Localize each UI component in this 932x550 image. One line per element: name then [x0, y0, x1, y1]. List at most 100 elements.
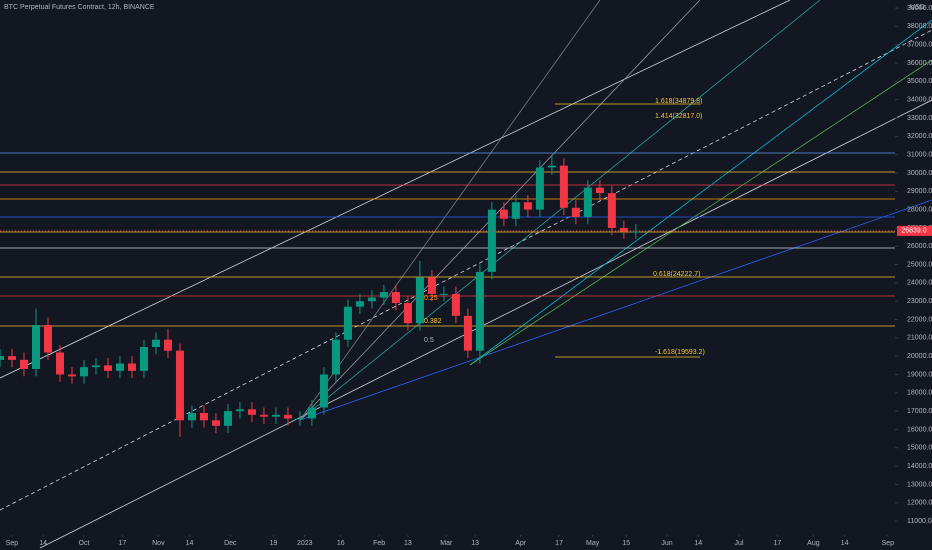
candle-body	[271, 414, 280, 417]
x-tick-label: Apr	[515, 540, 527, 547]
candle-body	[571, 207, 580, 217]
y-tick-label: 39000.0	[907, 5, 932, 12]
x-tick-label: 2023	[297, 540, 313, 547]
y-tick-label: 29000.0	[907, 188, 932, 195]
candle-body	[631, 231, 640, 233]
x-tick-label: Dec	[224, 540, 237, 547]
y-axis-label: USD	[910, 4, 925, 11]
candle-body	[547, 165, 556, 168]
candle-body	[223, 411, 232, 426]
candle-body	[307, 407, 316, 419]
y-tick-label: 19000.0	[907, 371, 932, 378]
y-tick-label: 37000.0	[907, 42, 932, 49]
candle-body	[403, 303, 412, 324]
candle-body	[67, 374, 76, 377]
x-tick-label: 16	[337, 540, 345, 547]
y-tick-label: 38000.0	[907, 23, 932, 30]
x-tick-label: 14	[841, 540, 849, 547]
candle-body	[163, 339, 172, 351]
candle-body	[115, 363, 124, 371]
last-price-label: 26839.0	[901, 228, 926, 235]
y-tick-label: 16000.0	[907, 426, 932, 433]
candle-body	[247, 409, 256, 415]
y-tick-label: 22000.0	[907, 316, 932, 323]
y-tick-label: 25000.0	[907, 261, 932, 268]
y-tick-label: 30000.0	[907, 170, 932, 177]
x-tick-label: 15	[622, 540, 630, 547]
candle-body	[511, 202, 520, 219]
candle-body	[523, 202, 532, 210]
candle-body	[127, 363, 136, 371]
y-tick-label: 21000.0	[907, 335, 932, 342]
trend-line	[299, 199, 932, 421]
x-tick-label: Sep	[6, 540, 19, 547]
x-tick-label: 17	[555, 540, 563, 547]
annotation: 0.618(24222.7)	[653, 271, 700, 278]
candle-body	[79, 367, 88, 377]
candle-body	[367, 297, 376, 302]
candle-body	[151, 339, 160, 348]
candle-body	[475, 271, 484, 351]
candle-body	[55, 352, 64, 375]
candle-body	[487, 209, 496, 272]
candle-body	[451, 293, 460, 316]
candle-body	[463, 315, 472, 351]
y-tick-label: 23000.0	[907, 298, 932, 305]
candle-body	[415, 277, 424, 324]
x-tick-label: Aug	[807, 540, 820, 547]
candle-body	[607, 193, 616, 228]
candle-body	[199, 412, 208, 421]
y-tick-label: 31000.0	[907, 151, 932, 158]
y-tick-label: 15000.0	[907, 445, 932, 452]
x-tick-label: Jun	[661, 540, 672, 547]
candle-body	[439, 293, 448, 295]
x-tick-label: Nov	[152, 540, 165, 547]
candle-body	[103, 365, 112, 371]
fan-line	[299, 0, 821, 421]
candle-body	[211, 420, 220, 426]
candle-body	[391, 292, 400, 304]
candle-body	[499, 209, 508, 219]
y-tick-label: 14000.0	[907, 463, 932, 470]
lower-channel	[39, 99, 932, 549]
fan-line	[469, 19, 932, 366]
x-tick-label: Mar	[440, 540, 453, 547]
candle-body	[619, 227, 628, 232]
candle-body	[427, 277, 436, 294]
chart-title: BTC Perpetual Futures Contract, 12h, BIN…	[4, 4, 155, 11]
candle-body	[259, 414, 268, 417]
candle-body	[295, 418, 304, 420]
y-tick-label: 36000.0	[907, 60, 932, 67]
x-tick-label: Feb	[373, 540, 385, 547]
x-tick-label: 14	[186, 540, 194, 547]
candle-body	[355, 301, 364, 307]
y-tick-label: 33000.0	[907, 115, 932, 122]
y-tick-label: 26000.0	[907, 243, 932, 250]
x-tick-label: 13	[471, 540, 479, 547]
y-tick-label: 11000.0	[907, 518, 932, 525]
y-tick-label: 34000.0	[907, 97, 932, 104]
candle-body	[343, 306, 352, 340]
x-tick-label: 17	[774, 540, 782, 547]
candle-body	[595, 187, 604, 194]
candle-body	[43, 325, 52, 353]
fan-line	[469, 59, 932, 366]
y-tick-label: 12000.0	[907, 500, 932, 507]
candle-body	[139, 347, 148, 371]
candle-body	[0, 356, 4, 360]
x-tick-label: 14	[694, 540, 702, 547]
y-tick-label: 18000.0	[907, 390, 932, 397]
candle-body	[7, 356, 16, 360]
y-tick-label: 35000.0	[907, 78, 932, 85]
candle-body	[175, 350, 184, 421]
candle-body	[187, 412, 196, 421]
annotation: 0.382	[424, 318, 442, 325]
last-price-tag	[897, 225, 932, 236]
x-tick-label: 17	[118, 540, 126, 547]
candle-body	[283, 414, 292, 419]
candle-body	[559, 165, 568, 208]
x-tick-label: Oct	[79, 540, 90, 547]
